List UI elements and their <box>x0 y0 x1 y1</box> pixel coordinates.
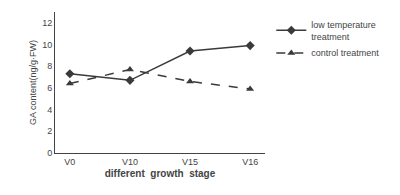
svg-text:V16: V16 <box>242 157 258 167</box>
svg-text:6: 6 <box>47 83 52 93</box>
svg-text:V15: V15 <box>182 157 198 167</box>
svg-text:8: 8 <box>47 61 52 71</box>
svg-text:12: 12 <box>42 18 52 28</box>
svg-text:V0: V0 <box>64 157 75 167</box>
svg-text:low temperaturetreatment: low temperaturetreatment <box>311 20 376 42</box>
svg-text:2: 2 <box>47 126 52 136</box>
svg-text:4: 4 <box>47 105 52 115</box>
svg-text:V10: V10 <box>122 157 138 167</box>
svg-text:GA content(ng/g·FW): GA content(ng/g·FW) <box>28 40 38 125</box>
svg-text:control treatment: control treatment <box>311 48 379 58</box>
svg-text:0: 0 <box>47 148 52 158</box>
svg-text:different growth stage: different growth stage <box>105 168 216 179</box>
svg-text:10: 10 <box>42 40 52 50</box>
